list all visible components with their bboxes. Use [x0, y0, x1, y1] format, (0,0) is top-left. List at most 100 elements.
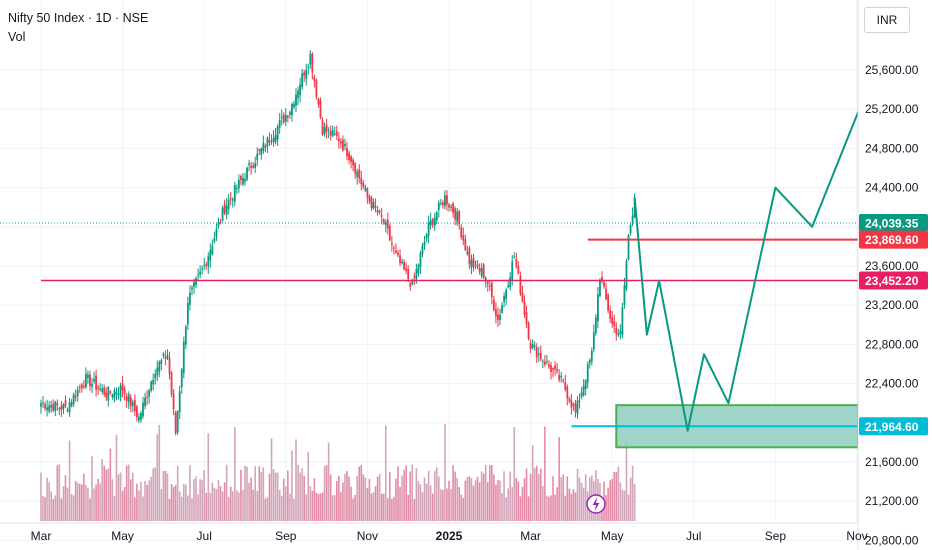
volume-bar: [209, 492, 212, 521]
candle-body: [107, 387, 110, 401]
volume-bar: [523, 478, 526, 521]
volume-bar: [609, 480, 611, 521]
volume-bar: [329, 474, 332, 521]
volume-bar: [399, 486, 401, 521]
candle-body: [574, 403, 577, 412]
x-tick-label: May: [601, 529, 624, 543]
volume-bar: [107, 468, 110, 521]
volume-bar: [566, 476, 569, 521]
volume-bar: [48, 482, 50, 521]
x-tick-label: 2025: [436, 529, 463, 543]
volume-bar: [409, 471, 412, 521]
candle-body: [539, 352, 542, 360]
candle-body: [358, 169, 361, 179]
volume-bar: [178, 491, 181, 521]
volume-bar: [87, 487, 89, 521]
candle-body: [127, 394, 130, 403]
currency-button[interactable]: INR: [864, 7, 910, 33]
candle-body: [193, 281, 195, 287]
volume-bar: [93, 488, 95, 521]
volume-bar: [274, 472, 277, 521]
candle-body: [103, 387, 106, 395]
candle-body: [464, 239, 467, 251]
volume-bar: [380, 493, 383, 521]
candle-body: [611, 317, 614, 325]
candle-body: [478, 267, 481, 272]
volume-bar: [162, 471, 165, 521]
candle-body: [421, 245, 424, 255]
candle-body: [195, 278, 197, 285]
volume-bar: [456, 478, 458, 521]
volume-bar: [189, 465, 191, 521]
volume-bar: [395, 478, 397, 521]
volume-bar: [325, 465, 328, 521]
symbol-title[interactable]: Nifty 50 Index · 1D · NSE: [8, 11, 149, 25]
candle-body: [588, 360, 591, 364]
candle-body: [113, 390, 116, 399]
candle-body: [109, 391, 112, 393]
candle-body: [244, 178, 246, 182]
volume-bar: [262, 467, 265, 521]
volume-bar: [109, 448, 112, 521]
candle-body: [470, 260, 473, 268]
volume-bar: [168, 498, 171, 521]
candle-body: [264, 145, 267, 148]
volume-bar: [99, 483, 101, 521]
candle-body: [223, 203, 226, 213]
candle-body: [419, 253, 422, 267]
candle-body: [533, 345, 536, 347]
volume-bar: [580, 482, 583, 521]
candle-body: [333, 133, 336, 135]
candle-body: [446, 195, 448, 205]
volume-bar: [527, 496, 530, 521]
volume-bar: [311, 490, 314, 521]
candle-body: [431, 219, 434, 225]
volume-bar: [533, 467, 536, 521]
candle-body: [329, 131, 332, 136]
volume-bar: [362, 474, 365, 521]
candle-body: [242, 178, 244, 185]
candle-body: [209, 250, 212, 261]
candle-body: [64, 400, 67, 407]
candle-body: [87, 374, 89, 378]
candle-body: [466, 251, 469, 255]
volume-bar: [387, 498, 389, 521]
volume-bar: [42, 495, 44, 521]
candle-body: [235, 188, 238, 190]
candle-body: [260, 148, 263, 155]
candle-body: [515, 259, 518, 267]
candle-body: [166, 354, 169, 359]
volume-bar: [180, 496, 183, 521]
x-tick-label: Jul: [686, 529, 701, 543]
volume-bar: [544, 426, 546, 521]
volume-bar: [72, 495, 75, 521]
volume-bar: [472, 485, 475, 521]
volume-bar: [103, 465, 106, 521]
candle-body: [405, 268, 408, 271]
volume-bar: [497, 479, 499, 521]
volume-bar: [101, 458, 103, 521]
candle-body: [417, 264, 420, 273]
volume-bar: [368, 478, 371, 521]
volume-bar: [319, 493, 322, 521]
candle-body: [140, 412, 142, 420]
candle-body: [344, 143, 346, 146]
volume-bar: [464, 480, 467, 521]
volume-bar: [444, 424, 446, 521]
candle-body: [527, 322, 530, 339]
candle-body: [441, 202, 444, 206]
volume-bar: [374, 486, 377, 521]
candle-body: [452, 203, 454, 213]
candle-body: [170, 372, 173, 395]
volume-label[interactable]: Vol: [8, 30, 26, 44]
volume-bar: [550, 495, 552, 521]
candle-body: [621, 307, 624, 336]
volume-bar: [360, 464, 363, 521]
volume-bar: [227, 496, 230, 521]
volume-bar: [446, 488, 448, 521]
candle-body: [315, 80, 318, 97]
volume-bar: [219, 485, 222, 521]
volume-bar: [336, 480, 338, 521]
